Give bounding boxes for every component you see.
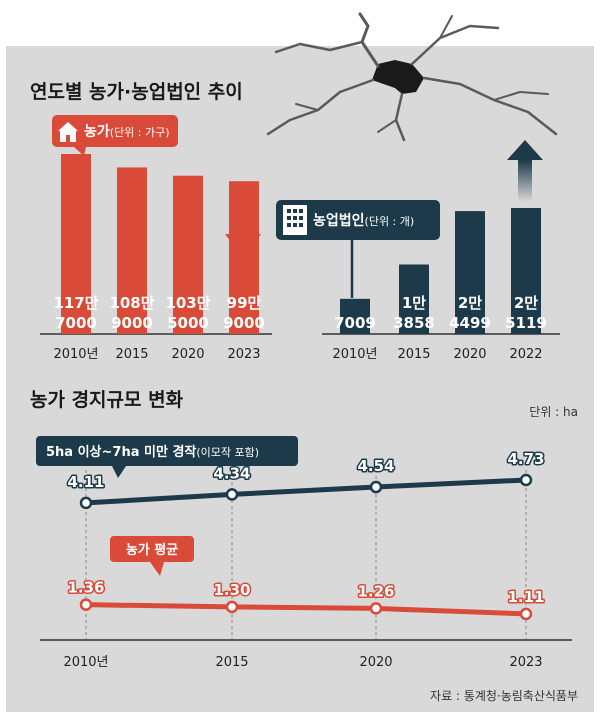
bar-0-0 <box>61 154 91 334</box>
series-tag-5ha: 5ha 이상~7ha 미만 경작(이모작 포함) <box>36 436 298 478</box>
unit-label-bottom: 단위 : ha <box>529 405 578 419</box>
series-note-5ha: (이모작 포함) <box>196 446 259 459</box>
up-trend-arrow-icon <box>507 140 543 202</box>
source-credit: 자료 : 통계청·농림축산식품부 <box>430 689 578 703</box>
line-x-tick-label-2: 2020 <box>359 655 392 670</box>
bar-value-label-0-0: 117만 7000 <box>53 294 98 332</box>
bar-value-label-1-3: 2만 5119 <box>505 294 547 332</box>
bar-0-1 <box>117 167 147 334</box>
bar-value-label-1-0: 7009 <box>334 314 376 332</box>
line-x-tick-label-1: 2015 <box>215 655 248 670</box>
series-value-label-0-3: 4.73 <box>507 450 544 468</box>
series-point-0-0 <box>79 496 93 510</box>
corp-series-name: 농업법인 <box>313 212 365 229</box>
bar-value-label-1-2: 2만 4499 <box>449 294 491 332</box>
crack-illustration <box>266 12 558 142</box>
x-tick-label-1-2: 2020 <box>453 347 486 362</box>
series-value-label-0-0: 4.11 <box>67 473 104 491</box>
line-x-tick-label-0: 2010년 <box>63 655 108 670</box>
series-point-1-0 <box>79 598 93 611</box>
chart-title-top: 연도별 농가·농업법인 추이 <box>30 81 243 103</box>
x-tick-label-0-2: 2020 <box>171 347 204 362</box>
series-point-1-2 <box>369 602 383 615</box>
series-line-1 <box>83 602 529 617</box>
corp-unit-label: (단위 : 개) <box>365 215 415 228</box>
series-point-0-1 <box>225 488 239 501</box>
building-icon <box>283 205 307 235</box>
series-value-label-1-3: 1.11 <box>507 588 544 606</box>
bar-1-2 <box>455 211 485 334</box>
bar-1-0 <box>340 298 370 334</box>
bar-value-label-1-1: 1만 3858 <box>393 294 435 332</box>
series-value-label-0-1: 4.34 <box>213 464 250 482</box>
series-value-label-1-0: 1.36 <box>67 579 104 597</box>
series-point-0-3 <box>519 473 533 487</box>
svg-text:농업법인(단위 : 개): 농업법인(단위 : 개) <box>313 212 414 229</box>
bar-value-label-0-2: 103만 5000 <box>165 294 210 332</box>
series-line-0 <box>83 477 529 506</box>
bar-0-2 <box>173 175 203 334</box>
background-panel <box>6 46 594 712</box>
series-point-1-1 <box>225 600 239 614</box>
line-x-tick-label-3: 2023 <box>509 655 542 670</box>
chart-title-bottom: 농가 경지규모 변화 <box>30 389 184 411</box>
series-name-average: 농가 평균 <box>126 542 178 558</box>
x-tick-label-0-0: 2010년 <box>53 347 98 362</box>
series-point-0-2 <box>369 480 383 494</box>
x-tick-label-0-3: 2023 <box>227 347 260 362</box>
series-value-label-1-1: 1.30 <box>213 581 250 599</box>
series-value-label-1-2: 1.26 <box>357 582 394 600</box>
series-tag-average: 농가 평균 <box>110 536 194 576</box>
bar-value-label-0-1: 108만 9000 <box>109 294 154 332</box>
series-name-5ha: 5ha 이상~7ha 미만 경작 <box>46 444 196 460</box>
x-tick-label-1-0: 2010년 <box>332 347 377 362</box>
bar-value-label-0-3: 99만 9000 <box>223 294 265 332</box>
bar-0-3 <box>229 181 259 334</box>
svg-text:농가(단위 : 가구): 농가(단위 : 가구) <box>84 124 170 140</box>
series-point-1-3 <box>519 607 533 621</box>
house-icon <box>58 122 78 142</box>
bar-1-3 <box>511 208 541 334</box>
x-tick-label-1-3: 2022 <box>509 347 542 362</box>
x-tick-label-1-1: 2015 <box>397 347 430 362</box>
x-tick-label-0-1: 2015 <box>115 347 148 362</box>
svg-text:5ha 이상~7ha 미만 경작(이모작 포함): 5ha 이상~7ha 미만 경작(이모작 포함) <box>46 444 259 460</box>
farm-unit-label: (단위 : 가구) <box>110 126 170 139</box>
farm-legend-tag: 농가(단위 : 가구) <box>52 115 178 156</box>
corp-legend-tag: 농업법인(단위 : 개) <box>276 200 440 298</box>
farm-series-name: 농가 <box>84 124 110 140</box>
bar-1-1 <box>399 264 429 334</box>
series-value-label-0-2: 4.54 <box>357 457 394 475</box>
